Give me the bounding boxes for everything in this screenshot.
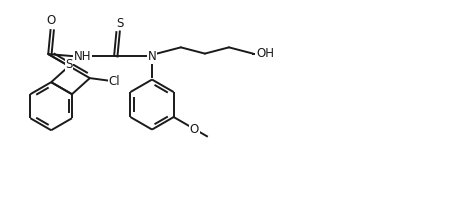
Text: N: N [147, 50, 156, 63]
Text: O: O [190, 123, 199, 136]
Text: NH: NH [74, 50, 92, 63]
Text: S: S [116, 17, 124, 30]
Text: OH: OH [256, 47, 274, 60]
Text: S: S [65, 58, 73, 71]
Text: Cl: Cl [109, 75, 120, 88]
Text: O: O [46, 14, 55, 27]
